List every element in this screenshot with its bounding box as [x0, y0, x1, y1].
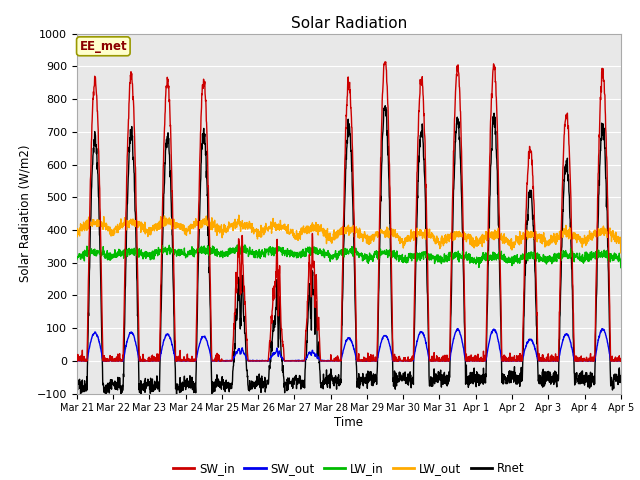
SW_in: [584, 358, 592, 364]
X-axis label: Time: Time: [334, 416, 364, 429]
LW_in: [376, 246, 384, 252]
LW_in: [225, 246, 232, 252]
Rnet: [381, 103, 389, 108]
Rnet: [617, 372, 625, 378]
SW_in: [73, 358, 81, 364]
SW_out: [365, 358, 372, 363]
Rnet: [225, 386, 232, 392]
Line: LW_out: LW_out: [77, 215, 621, 253]
SW_in: [376, 187, 384, 193]
SW_in: [365, 358, 372, 364]
SW_out: [225, 358, 232, 363]
LW_in: [569, 251, 577, 256]
SW_in: [569, 283, 577, 289]
Title: Solar Radiation: Solar Radiation: [291, 16, 407, 31]
Rnet: [376, 208, 384, 214]
LW_out: [507, 236, 515, 242]
SW_out: [584, 358, 592, 364]
SW_out: [73, 358, 81, 364]
SW_in: [507, 358, 515, 364]
LW_out: [584, 232, 592, 238]
SW_out: [376, 344, 384, 349]
Rnet: [73, 386, 81, 392]
LW_out: [225, 225, 232, 230]
SW_out: [454, 326, 461, 332]
SW_in: [382, 59, 390, 65]
LW_in: [507, 258, 515, 264]
LW_in: [365, 258, 372, 264]
Rnet: [570, 334, 577, 340]
LW_in: [241, 242, 249, 248]
SW_out: [617, 358, 625, 364]
Y-axis label: Solar Radiation (W/m2): Solar Radiation (W/m2): [18, 145, 31, 282]
LW_out: [365, 239, 372, 244]
Line: LW_in: LW_in: [77, 245, 621, 267]
Rnet: [584, 374, 592, 380]
LW_in: [584, 258, 592, 264]
LW_in: [617, 264, 625, 270]
Rnet: [508, 369, 515, 375]
LW_in: [73, 257, 81, 263]
Line: Rnet: Rnet: [77, 106, 621, 398]
Rnet: [365, 375, 372, 381]
Text: EE_met: EE_met: [79, 40, 127, 53]
LW_out: [376, 228, 384, 233]
LW_out: [73, 229, 81, 235]
Line: SW_out: SW_out: [77, 329, 621, 361]
LW_out: [235, 212, 243, 218]
Rnet: [117, 396, 125, 401]
Line: SW_in: SW_in: [77, 62, 621, 361]
LW_out: [617, 250, 625, 256]
SW_out: [507, 358, 515, 363]
SW_in: [225, 358, 232, 364]
Legend: SW_in, SW_out, LW_in, LW_out, Rnet: SW_in, SW_out, LW_in, LW_out, Rnet: [168, 457, 529, 480]
SW_in: [617, 358, 625, 364]
LW_out: [569, 234, 577, 240]
SW_out: [569, 350, 577, 356]
